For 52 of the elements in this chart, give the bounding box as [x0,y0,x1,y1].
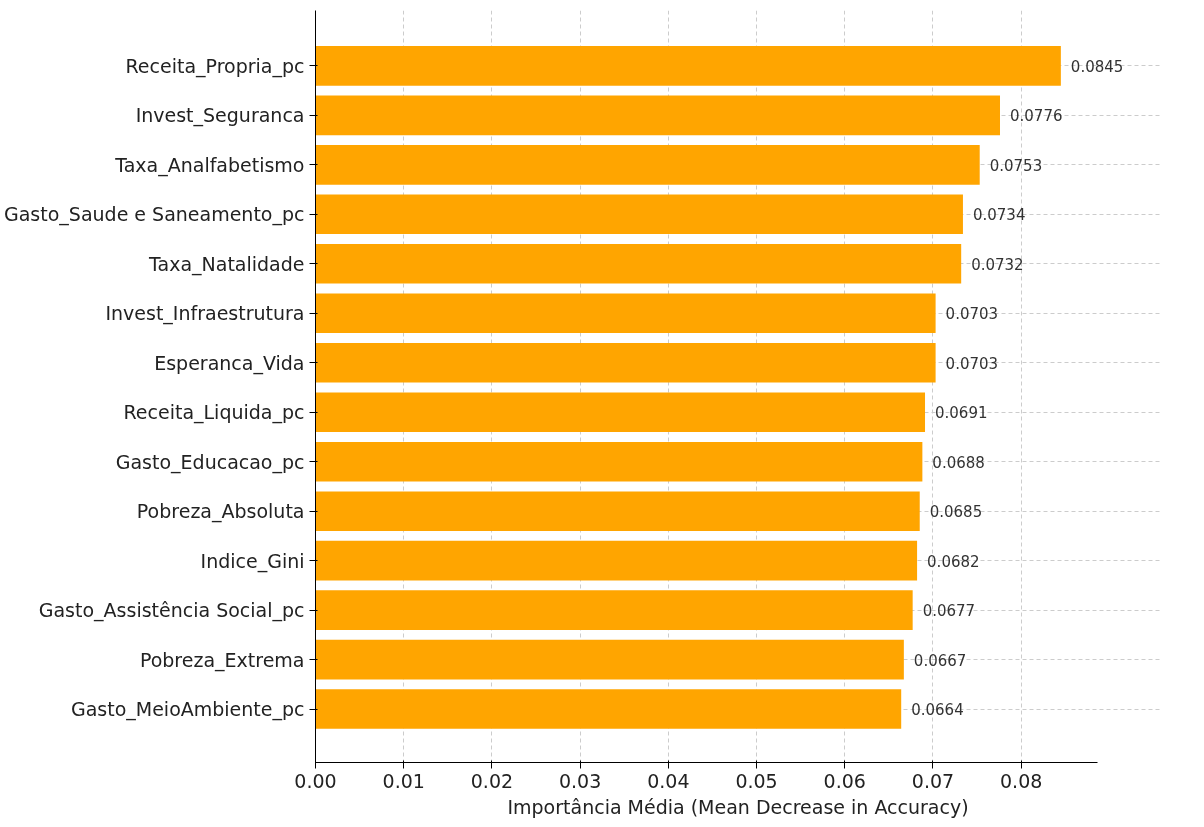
y-tick-label: Gasto_Educacao_pc [115,450,305,474]
x-tick-label: 0.08 [1000,769,1043,792]
data-label: 0.0703 [945,305,999,324]
data-label: 0.0677 [922,602,976,621]
y-tick-label: Esperanca_Vida [154,351,305,375]
y-tick-label: Taxa_Natalidade [148,252,305,276]
data-label: 0.0682 [927,552,980,571]
bar [315,441,923,482]
data-label: 0.0732 [971,255,1024,274]
data-label: 0.0776 [1010,107,1063,126]
bar [315,145,980,185]
y-tick-label: Invest_Seguranca [135,104,305,128]
bar [315,244,962,284]
y-tick-label: Gasto_Assistência Social_pc [38,599,305,623]
bar [315,639,904,680]
y-tick-label: Indice_Gini [200,549,305,573]
bar [315,540,918,581]
bar [315,491,920,531]
bar [315,590,913,630]
data-label: 0.0688 [932,453,985,472]
x-tick-label: 0.04 [647,769,690,792]
data-label: 0.0685 [929,503,983,522]
bar [315,392,926,433]
data-label: 0.0753 [989,156,1043,175]
x-tick-label: 0.03 [558,769,602,792]
bar [315,194,963,235]
data-label: 0.0845 [1070,57,1124,76]
data-label: 0.0703 [945,354,999,373]
x-axis-title: Importância Média (Mean Decrease in Accuracy) [507,795,969,818]
bar [315,46,1061,86]
x-tick-label: 0.02 [470,769,514,792]
bar [315,342,936,383]
bar [315,95,1000,136]
data-label: 0.0691 [935,404,988,423]
y-tick-label: Taxa_Analfabetismo [114,153,305,177]
x-tick-label: 0.06 [823,769,866,792]
data-label: 0.0664 [911,701,964,720]
x-tick-label: 0.00 [294,769,337,792]
x-tick-label: 0.05 [735,769,778,792]
data-label: 0.0667 [913,651,967,670]
y-tick-label: Invest_Infraestrutura [105,302,305,326]
bar [315,293,936,334]
y-tick-label: Receita_Propria_pc [125,54,305,78]
x-tick-label: 0.01 [382,769,425,792]
x-tick-label: 0.07 [911,769,955,792]
y-tick-label: Pobreza_Extrema [139,648,305,672]
data-label: 0.0734 [972,206,1026,225]
y-tick-label: Gasto_Saude e Saneamento_pc [4,203,305,227]
bar [315,689,902,729]
y-tick-label: Pobreza_Absoluta [136,500,305,524]
y-tick-label: Gasto_MeioAmbiente_pc [70,698,305,722]
y-tick-label: Receita_Liquida_pc [123,401,305,425]
